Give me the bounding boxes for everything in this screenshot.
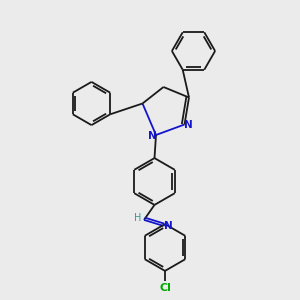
Text: N: N	[184, 120, 193, 130]
Text: N: N	[148, 130, 157, 141]
Text: H: H	[134, 213, 141, 223]
Text: Cl: Cl	[159, 283, 171, 293]
Text: N: N	[164, 221, 172, 231]
